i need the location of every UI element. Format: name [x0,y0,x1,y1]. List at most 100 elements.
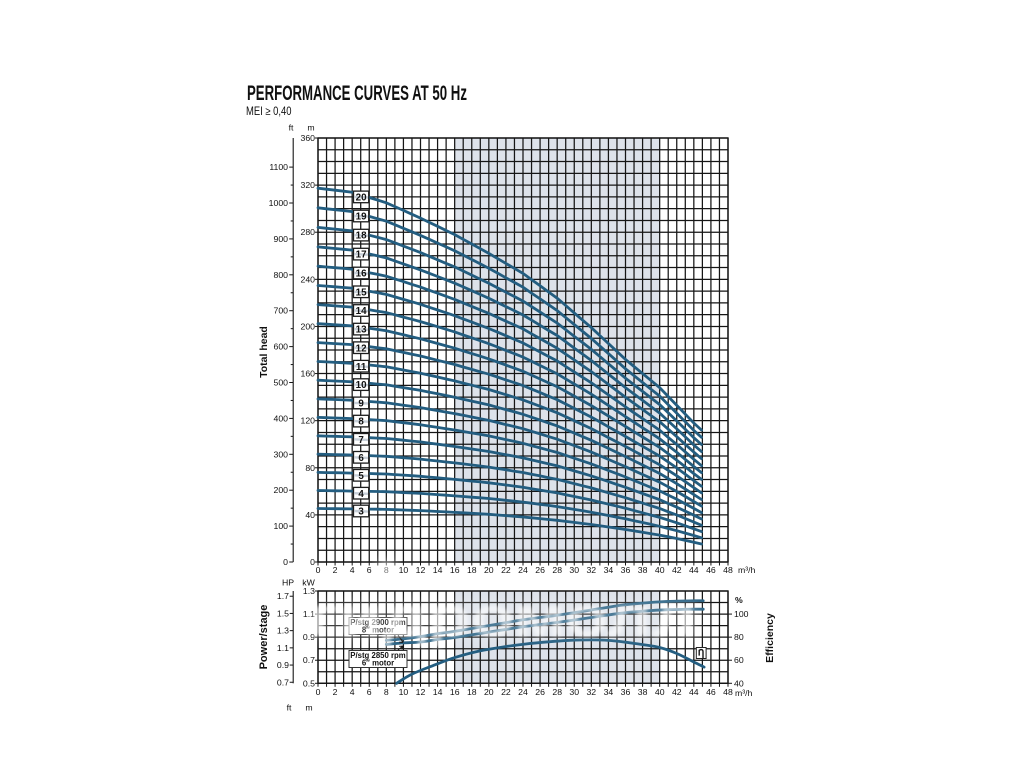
svg-text:4: 4 [358,489,364,500]
svg-text:ft: ft [289,123,294,133]
svg-text:18: 18 [356,231,367,242]
svg-text:900: 900 [274,234,289,244]
svg-text:200: 200 [301,321,316,331]
svg-text:32: 32 [586,565,596,575]
svg-text:MEI ≥ 0,40: MEI ≥ 0,40 [246,105,292,118]
svg-text:2: 2 [333,565,338,575]
svg-text:гидромолл: гидромолл [309,585,697,648]
svg-text:8: 8 [358,417,364,428]
svg-text:0.7: 0.7 [277,677,289,687]
svg-text:32: 32 [586,687,596,697]
svg-text:5: 5 [358,471,364,482]
svg-text:16: 16 [450,565,460,575]
svg-text:48: 48 [723,687,733,697]
svg-text:1100: 1100 [269,162,288,172]
svg-text:46: 46 [706,687,716,697]
svg-text:9: 9 [358,399,364,410]
svg-text:280: 280 [301,227,316,237]
svg-text:30: 30 [569,565,579,575]
svg-text:%: % [735,595,743,605]
svg-text:6: 6 [367,687,372,697]
svg-text:200: 200 [274,485,289,495]
svg-text:1.1: 1.1 [277,643,289,653]
svg-text:14: 14 [356,306,367,317]
svg-text:20: 20 [356,193,367,204]
svg-text:7: 7 [358,435,364,446]
svg-text:40: 40 [655,687,665,697]
svg-text:2: 2 [333,687,338,697]
svg-text:100: 100 [734,609,749,619]
svg-text:ft: ft [287,703,292,713]
svg-text:16: 16 [450,687,460,697]
svg-text:18: 18 [467,687,477,697]
svg-text:8: 8 [384,687,389,697]
svg-text:19: 19 [356,212,367,223]
svg-text:12: 12 [356,343,367,354]
svg-text:0: 0 [316,565,321,575]
svg-text:Power/stage: Power/stage [258,605,270,670]
svg-text:38: 38 [638,687,648,697]
svg-text:30: 30 [569,687,579,697]
svg-text:44: 44 [689,565,699,575]
svg-text:42: 42 [672,565,682,575]
svg-text:80: 80 [734,632,744,642]
svg-text:0.7: 0.7 [303,655,315,665]
svg-text:17: 17 [356,250,367,261]
svg-text:Total head: Total head [258,326,270,378]
svg-text:100: 100 [274,521,289,531]
svg-text:700: 700 [274,306,289,316]
svg-text:m³/h: m³/h [735,688,753,698]
svg-text:600: 600 [274,342,289,352]
svg-text:6″ motor: 6″ motor [362,659,394,668]
svg-text:34: 34 [604,565,614,575]
svg-text:160: 160 [301,369,316,379]
svg-text:14: 14 [433,565,443,575]
svg-text:11: 11 [356,362,367,373]
svg-text:38: 38 [638,565,648,575]
svg-text:1.5: 1.5 [277,608,289,618]
svg-text:34: 34 [604,687,614,697]
svg-text:3: 3 [358,507,364,518]
svg-text:0.9: 0.9 [277,660,289,670]
svg-text:24: 24 [518,565,528,575]
svg-text:6: 6 [367,565,372,575]
svg-text:120: 120 [301,416,316,426]
svg-text:HP: HP [282,578,294,588]
svg-text:80: 80 [305,463,315,473]
svg-text:20: 20 [484,565,494,575]
svg-text:40: 40 [655,565,665,575]
svg-text:1.3: 1.3 [303,586,315,596]
svg-text:400: 400 [274,413,289,423]
svg-text:0.9: 0.9 [303,632,315,642]
svg-text:m: m [305,703,312,713]
svg-text:0: 0 [310,557,315,567]
svg-text:240: 240 [301,274,316,284]
svg-text:Efficiency: Efficiency [764,613,776,663]
svg-text:12: 12 [416,565,426,575]
svg-text:m: m [307,123,314,133]
svg-text:300: 300 [274,449,289,459]
svg-text:1.7: 1.7 [277,591,289,601]
svg-text:10: 10 [399,687,409,697]
svg-text:0: 0 [316,687,321,697]
svg-text:46: 46 [706,565,716,575]
svg-text:360: 360 [301,133,316,143]
svg-text:1.3: 1.3 [277,626,289,636]
svg-text:15: 15 [356,287,367,298]
svg-text:20: 20 [484,687,494,697]
svg-text:26: 26 [535,687,545,697]
svg-text:6: 6 [358,453,364,464]
svg-text:42: 42 [672,687,682,697]
svg-text:0.5: 0.5 [303,678,315,688]
svg-text:0: 0 [283,557,288,567]
svg-text:10: 10 [399,565,409,575]
svg-text:10: 10 [356,380,367,391]
svg-text:4: 4 [350,687,355,697]
svg-text:320: 320 [301,180,316,190]
svg-text:500: 500 [274,378,289,388]
svg-text:22: 22 [501,565,511,575]
svg-text:18: 18 [467,565,477,575]
svg-text:36: 36 [621,565,631,575]
svg-text:4: 4 [350,565,355,575]
svg-text:44: 44 [689,687,699,697]
